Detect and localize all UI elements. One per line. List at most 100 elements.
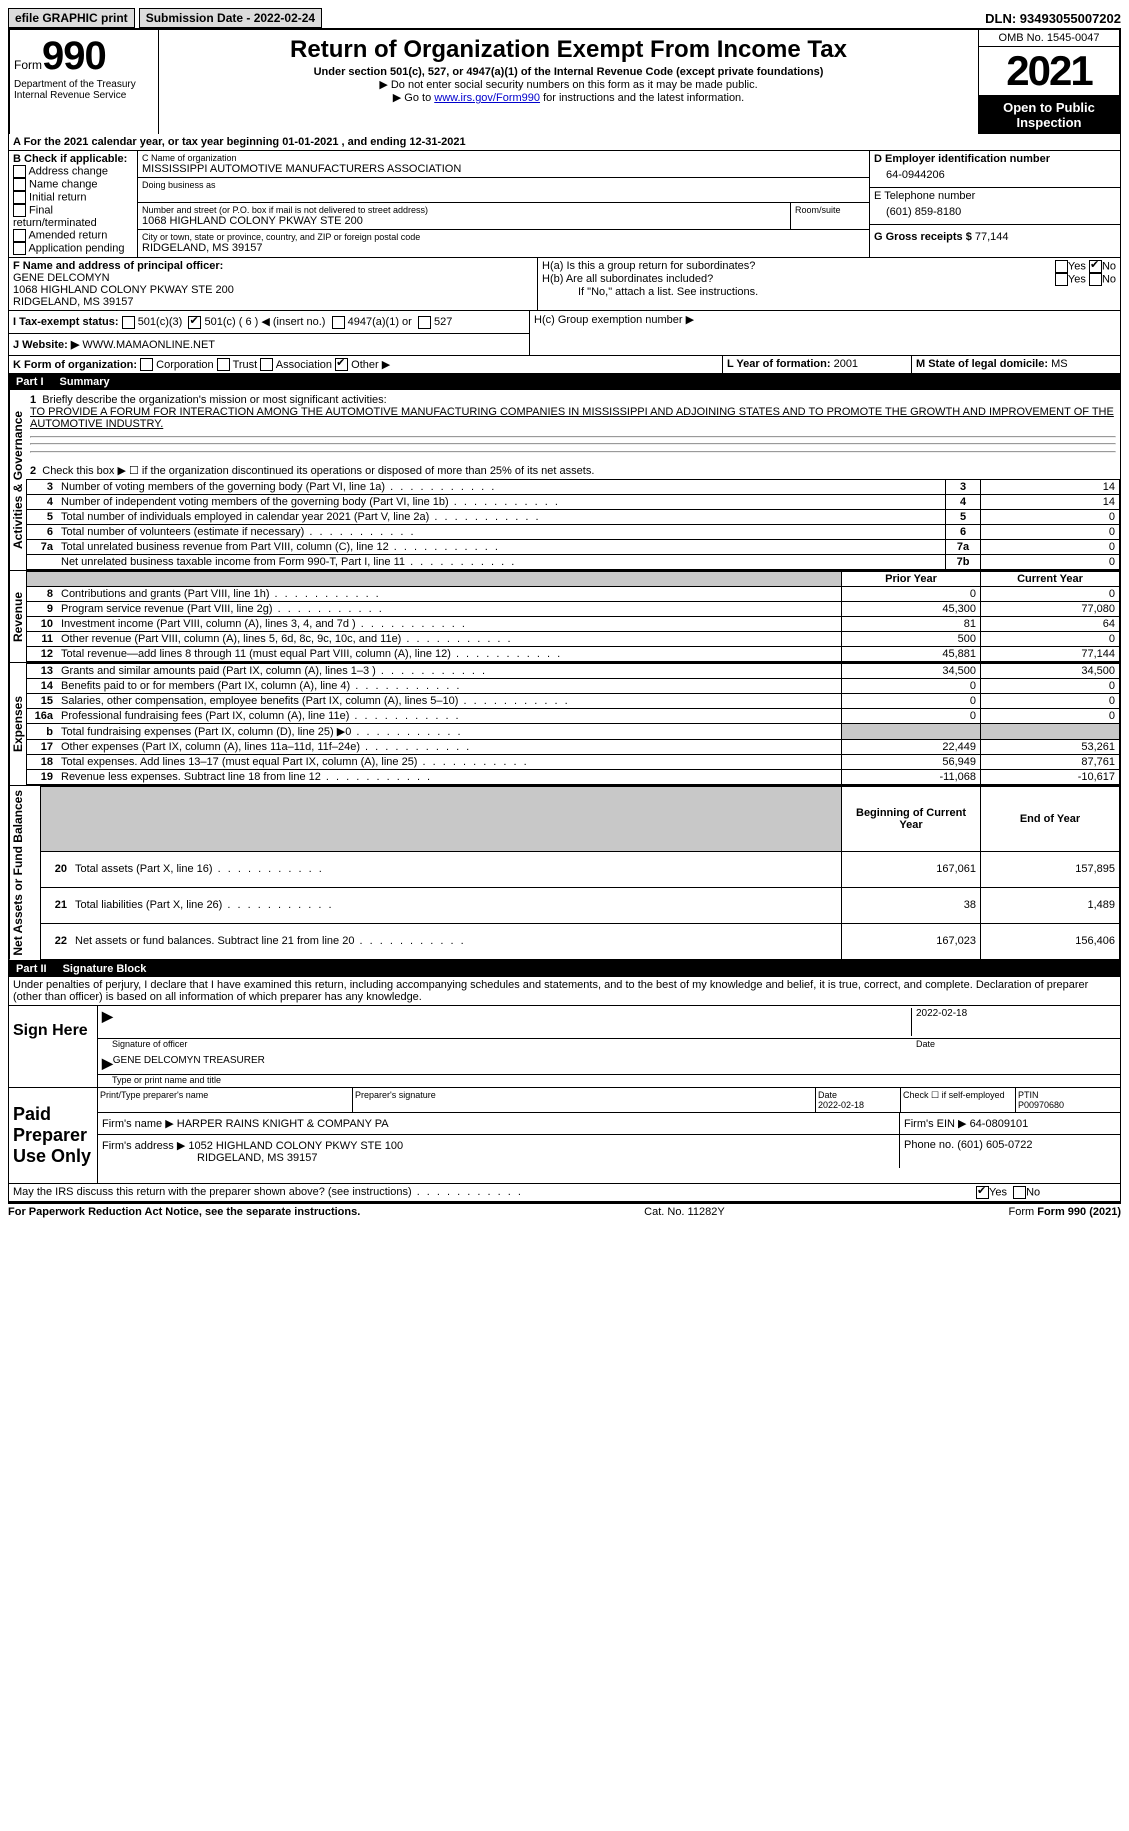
hb-no-checkbox[interactable] [1089, 273, 1102, 286]
table-row: 9Program service revenue (Part VIII, lin… [27, 602, 1120, 617]
officer-addr: 1068 HIGHLAND COLONY PKWAY STE 200 [13, 284, 533, 296]
501c-checkbox[interactable] [188, 316, 201, 329]
prep-name-label: Print/Type preparer's name [98, 1088, 353, 1112]
prep-sig-label: Preparer's signature [353, 1088, 816, 1112]
discuss-row: May the IRS discuss this return with the… [8, 1184, 1121, 1202]
efile-print-button[interactable]: efile GRAPHIC print [8, 8, 135, 28]
part1-name: Summary [60, 376, 110, 388]
self-employed: Check ☐ if self-employed [901, 1088, 1016, 1112]
submission-date: Submission Date - 2022-02-24 [139, 8, 322, 28]
boxb-checkbox[interactable] [13, 165, 26, 178]
paid-preparer-block: Paid Preparer Use Only Print/Type prepar… [8, 1088, 1121, 1184]
firm-phone-label: Phone no. [904, 1139, 954, 1151]
year-formation-label: L Year of formation: [727, 358, 831, 370]
netassets-table: Beginning of Current YearEnd of Year20To… [40, 786, 1120, 960]
boxb-checkbox[interactable] [13, 229, 26, 242]
state-domicile-label: M State of legal domicile: [916, 358, 1048, 370]
open-inspection: Open to Public Inspection [979, 96, 1119, 134]
phone-label: E Telephone number [874, 190, 1116, 202]
revenue-table: Prior YearCurrent Year8Contributions and… [26, 571, 1120, 662]
expenses-table: 13Grants and similar amounts paid (Part … [26, 663, 1120, 785]
arrow-icon: ▶ [102, 1008, 113, 1036]
ha-label: H(a) Is this a group return for subordin… [542, 260, 1055, 273]
ha-no-checkbox[interactable] [1089, 260, 1102, 273]
assoc-checkbox[interactable] [260, 358, 273, 371]
tax-status-label: I Tax-exempt status: [13, 316, 119, 328]
form-subtitle: Under section 501(c), 527, or 4947(a)(1)… [163, 66, 974, 78]
table-row: 14Benefits paid to or for members (Part … [27, 679, 1120, 694]
officer-name-title: GENE DELCOMYN TREASURER [113, 1055, 265, 1072]
paid-preparer-label: Paid Preparer Use Only [9, 1088, 97, 1183]
identity-block: B Check if applicable: Address change Na… [8, 151, 1121, 258]
website-url: WWW.MAMAONLINE.NET [82, 339, 215, 351]
addr-label: Number and street (or P.O. box if mail i… [142, 205, 786, 215]
officer-label: F Name and address of principal officer: [13, 260, 533, 272]
dba-label: Doing business as [142, 180, 865, 190]
discuss-yes-checkbox[interactable] [976, 1186, 989, 1199]
corp-label: Corporation [156, 359, 213, 371]
firm-ein: 64-0809101 [970, 1118, 1029, 1130]
officer-group-row: F Name and address of principal officer:… [8, 258, 1121, 311]
501c3-checkbox[interactable] [122, 316, 135, 329]
discuss-text: May the IRS discuss this return with the… [13, 1186, 523, 1198]
box-b-label: B Check if applicable: [13, 153, 133, 165]
table-row: 8Contributions and grants (Part VIII, li… [27, 587, 1120, 602]
ein-label: D Employer identification number [874, 153, 1116, 165]
part2-num: Part II [16, 963, 47, 975]
501c-label: 501(c) ( 6 ) ◀ (insert no.) [205, 316, 326, 328]
table-row: 22Net assets or fund balances. Subtract … [41, 923, 1120, 959]
period-text: A For the 2021 calendar year, or tax yea… [9, 134, 1120, 150]
trust-label: Trust [233, 359, 258, 371]
form-org-label: K Form of organization: [13, 359, 137, 371]
date-label: Date [916, 1039, 1116, 1049]
dept-label: Department of the Treasury Internal Reve… [14, 79, 154, 101]
yes-label: Yes [1068, 273, 1086, 285]
dln: DLN: 93493055007202 [985, 11, 1121, 26]
discuss-no-checkbox[interactable] [1013, 1186, 1026, 1199]
ptin-label: PTIN [1018, 1090, 1039, 1100]
city-state-zip: RIDGELAND, MS 39157 [142, 242, 865, 254]
firm-name: HARPER RAINS KNIGHT & COMPANY PA [177, 1118, 389, 1130]
form-label: Form [14, 58, 42, 72]
irs-link[interactable]: www.irs.gov/Form990 [434, 92, 540, 104]
prep-date: 2022-02-18 [818, 1100, 864, 1110]
boxb-checkbox[interactable] [13, 242, 26, 255]
state-domicile-value: MS [1051, 358, 1068, 370]
omb-number: OMB No. 1545-0047 [979, 30, 1119, 47]
boxb-checkbox[interactable] [13, 204, 26, 217]
form-note2-pre: ▶ Go to [393, 92, 434, 104]
part2-header: Part II Signature Block [8, 961, 1121, 977]
prep-date-label: Date [818, 1090, 837, 1100]
expenses-section: Expenses 13Grants and similar amounts pa… [8, 663, 1121, 786]
officer-name: GENE DELCOMYN [13, 272, 533, 284]
activities-section: Activities & Governance 1 Briefly descri… [8, 390, 1121, 571]
table-row: Net unrelated business taxable income fr… [27, 555, 1120, 570]
form-note1: ▶ Do not enter social security numbers o… [163, 78, 974, 91]
table-row: 4Number of independent voting members of… [27, 495, 1120, 510]
trust-checkbox[interactable] [217, 358, 230, 371]
4947-checkbox[interactable] [332, 316, 345, 329]
firm-ein-label: Firm's EIN ▶ [904, 1118, 967, 1130]
year-formation-value: 2001 [834, 358, 858, 370]
boxb-checkbox[interactable] [13, 178, 26, 191]
hb-yes-checkbox[interactable] [1055, 273, 1068, 286]
boxb-item: Initial return [13, 191, 133, 204]
table-row: 13Grants and similar amounts paid (Part … [27, 664, 1120, 679]
527-checkbox[interactable] [418, 316, 431, 329]
type-name-label: Type or print name and title [98, 1075, 1120, 1087]
corp-checkbox[interactable] [140, 358, 153, 371]
revenue-section: Revenue Prior YearCurrent Year8Contribut… [8, 571, 1121, 663]
part1-header: Part I Summary [8, 374, 1121, 390]
sig-officer-label: Signature of officer [112, 1039, 916, 1049]
ha-yes-checkbox[interactable] [1055, 260, 1068, 273]
governance-table: 3Number of voting members of the governi… [26, 479, 1120, 570]
table-row: 17Other expenses (Part IX, column (A), l… [27, 740, 1120, 755]
boxb-checkbox[interactable] [13, 191, 26, 204]
firm-addr: 1052 HIGHLAND COLONY PKWY STE 100 [188, 1140, 403, 1152]
other-checkbox[interactable] [335, 358, 348, 371]
netassets-section: Net Assets or Fund Balances Beginning of… [8, 786, 1121, 961]
revenue-label: Revenue [9, 571, 26, 662]
table-row: 10Investment income (Part VIII, column (… [27, 617, 1120, 632]
street-address: 1068 HIGHLAND COLONY PKWAY STE 200 [142, 215, 786, 227]
org-name: MISSISSIPPI AUTOMOTIVE MANUFACTURERS ASS… [142, 163, 865, 175]
